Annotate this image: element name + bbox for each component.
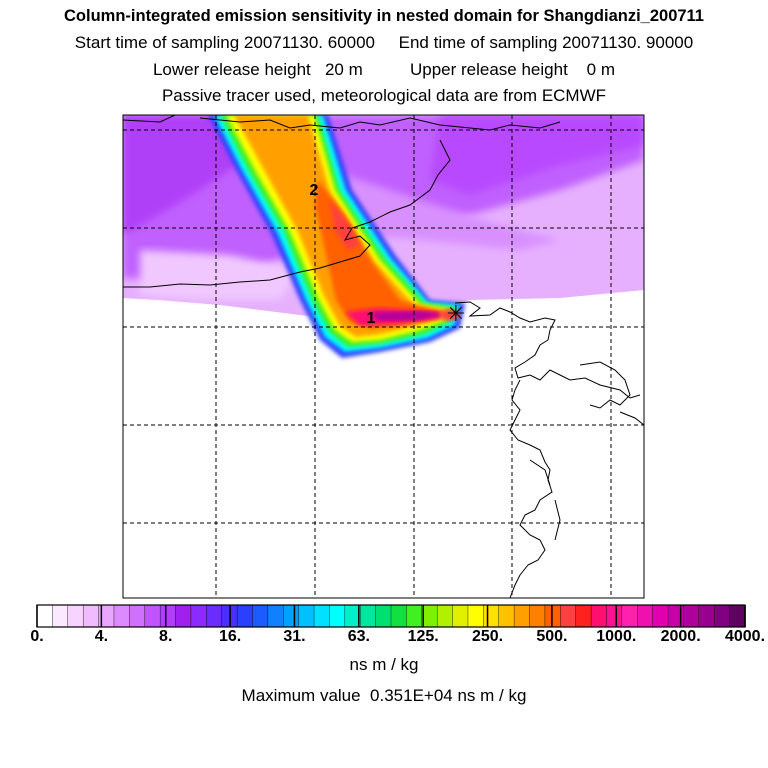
colorbar-cell — [36, 604, 54, 628]
colorbar-cell — [283, 604, 300, 628]
colorbar-cell — [313, 604, 331, 628]
colorbar-tick-label: 500. — [536, 628, 568, 645]
plot-title: Column-integrated emission sensitivity i… — [64, 7, 704, 25]
colorbar-cell — [729, 604, 746, 628]
colorbar-cell — [298, 604, 315, 628]
colorbar-cell — [144, 604, 161, 628]
colorbar-tick-label: 63. — [347, 628, 370, 645]
colorbar-cell — [436, 604, 454, 628]
colorbar-cell — [714, 604, 731, 628]
colorbar-cell — [498, 604, 515, 628]
colorbar-cell — [129, 604, 146, 628]
colorbar-tick-label: 0. — [30, 628, 44, 645]
colorbar-cell — [175, 604, 192, 628]
colorbar-cell — [452, 604, 469, 628]
colorbar-cell — [252, 604, 269, 628]
colorbar-cell — [652, 604, 669, 628]
colorbar-cell — [467, 604, 485, 628]
colorbar-cell — [67, 604, 84, 628]
colorbar-cell — [683, 604, 700, 628]
colorbar-cell — [390, 604, 408, 628]
colorbar-tick-label: 4000. — [724, 628, 766, 645]
maximum-value-label: Maximum value 0.351E+04 ns m / kg — [241, 686, 527, 705]
lat-lon-grid — [123, 115, 644, 598]
colorbar-cell — [483, 604, 500, 628]
colorbar-cell — [267, 604, 284, 628]
colorbar-tick-label: 16. — [218, 628, 242, 645]
colorbar-cell — [590, 604, 608, 628]
colorbar-cell — [606, 604, 623, 628]
colorbar-tick-label: 125. — [407, 628, 439, 645]
colorbar-cell — [82, 604, 100, 628]
colorbar-cell — [575, 604, 592, 628]
colorbar-cell — [360, 604, 377, 628]
release-height-line: Lower release height 20 m Upper release … — [152, 60, 616, 79]
colorbar-cell — [236, 604, 254, 628]
colorbar-cell — [329, 604, 346, 628]
colorbar-cell — [421, 604, 438, 628]
colorbar-cell — [375, 604, 392, 628]
tracer-info-line: Passive tracer used, meteorological data… — [161, 86, 607, 105]
colorbar-tick-label: 1000. — [596, 628, 637, 645]
coastlines — [123, 115, 644, 598]
colorbar-cell — [621, 604, 638, 628]
colorbar-cell — [544, 604, 561, 628]
colorbar-tick-label: 8. — [159, 628, 173, 645]
colorbar-units: ns m / kg — [349, 655, 419, 674]
colorbar-cell — [529, 604, 546, 628]
trajectory-marker-1: 1 — [367, 310, 376, 327]
colorbar-cell — [698, 604, 715, 628]
colorbar-cell — [667, 604, 685, 628]
colorbar-cell — [190, 604, 208, 628]
colorbar-cell — [406, 604, 423, 628]
sampling-time-line: Start time of sampling 20071130. 60000 E… — [74, 33, 694, 52]
colorbar-cell — [206, 604, 223, 628]
map-frame — [122, 114, 645, 599]
colorbar-tick-label: 250. — [471, 628, 504, 645]
colorbar-cell — [113, 604, 131, 628]
receptor-star-icon: ✳ — [447, 302, 465, 327]
colorbar-cell — [52, 604, 69, 628]
trajectory-marker-2: 2 — [310, 182, 319, 199]
colorbar-cell — [637, 604, 654, 628]
colorbar-cell — [560, 604, 577, 628]
colorbar-cell — [513, 604, 531, 628]
colorbar-tick-label: 31. — [283, 628, 306, 645]
colorbar-tick-label: 4. — [94, 628, 109, 645]
colorbar-tick-label: 2000. — [660, 628, 701, 645]
colorbar-cell — [159, 604, 177, 628]
